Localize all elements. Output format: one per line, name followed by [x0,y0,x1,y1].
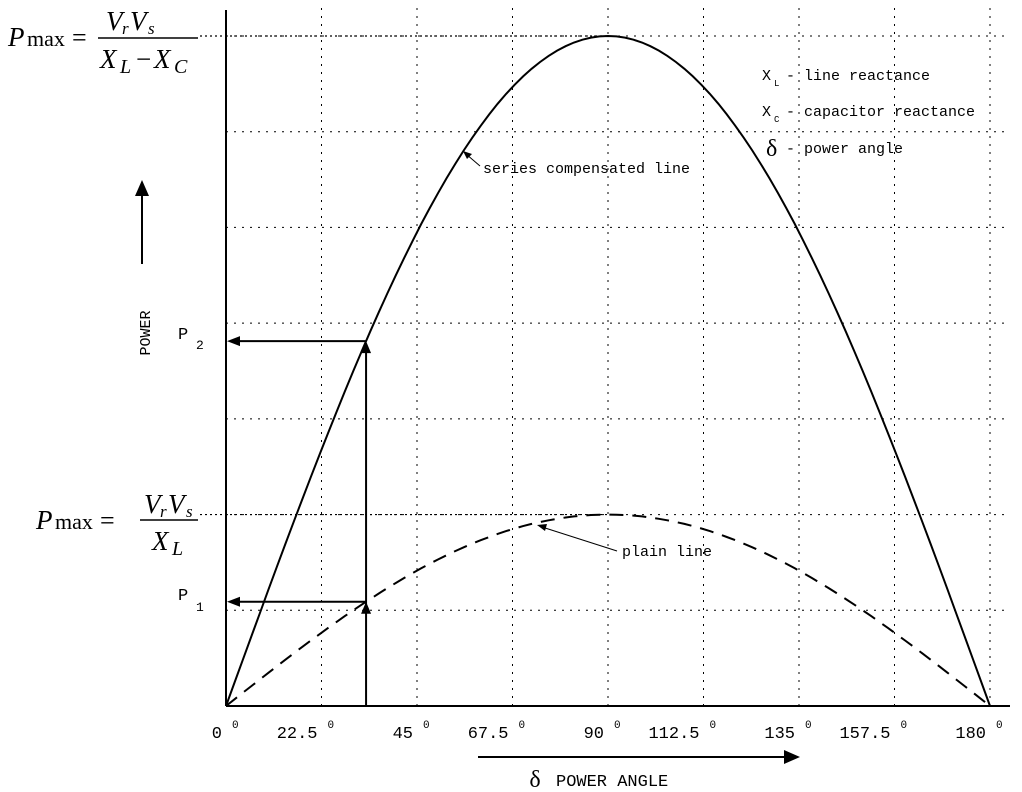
svg-text:r: r [160,502,167,521]
svg-text:s: s [148,19,155,38]
svg-text:- power angle: - power angle [786,141,903,158]
p1-label: P 1 [178,587,204,615]
x-tick-degree-2: 0 [423,720,430,732]
svg-text:V: V [106,6,126,36]
guide-lines [200,35,608,516]
svg-text:P: P [178,326,188,345]
svg-text:X: X [151,526,170,556]
legend-item-xc: X C - capacitor reactance [762,104,975,125]
x-tick-label-5: 112.5 [648,725,699,744]
legend: X L - line reactance X C - capacitor rea… [762,68,975,162]
svg-text:series compensated line: series compensated line [483,161,690,178]
series-curve-annotation: series compensated line [463,151,690,178]
svg-text:1: 1 [196,600,204,615]
x-axis-symbol: δ [529,767,540,792]
svg-text:X: X [99,44,118,74]
x-tick-degree-1: 0 [328,720,335,732]
x-tick-degree-0: 0 [232,720,239,732]
legend-item-delta: δ - power angle [766,136,903,162]
x-axis-label: POWER ANGLE [556,773,668,792]
x-tick-2: 45 0 [393,720,430,744]
svg-text:V: V [144,489,164,519]
p2-left-arrowhead [227,336,240,347]
y-axis-arrow [135,180,149,264]
svg-text:- line reactance: - line reactance [786,68,930,85]
x-tick-label-4: 90 [584,725,604,744]
x-tick-degree-4: 0 [614,720,621,732]
svg-text:C: C [174,56,188,78]
x-tick-label-8: 180 [955,725,986,744]
x-tick-label-0: 0 [212,725,222,744]
operating-point-marks [227,336,372,706]
curves [225,34,991,707]
p1-up-arrowhead [361,601,372,614]
x-tick-degree-3: 0 [519,720,526,732]
svg-text:L: L [171,538,183,560]
pmax-plain-formula: P max = V r V s X L [35,489,198,560]
axes [225,10,1010,707]
x-tick-5: 112.5 0 [648,720,716,744]
p2-label: P 2 [178,326,204,353]
x-axis-arrow [478,750,800,764]
svg-text:P: P [178,587,188,606]
svg-text:P: P [7,22,25,52]
svg-text:−: − [136,44,151,74]
x-tick-degree-5: 0 [710,720,717,732]
x-tick-label-6: 135 [764,725,795,744]
x-tick-1: 22.5 0 [277,720,334,744]
y-axis-label: POWER [138,310,155,355]
svg-text:plain line: plain line [622,544,712,561]
x-tick-7: 157.5 0 [839,720,907,744]
svg-text:=: = [100,506,115,535]
pmax-compensated-formula: P max = V r V s X L − X C [7,6,198,78]
svg-text:L: L [774,79,779,89]
svg-text:=: = [72,23,87,52]
x-tick-8: 180 0 [955,720,1002,744]
svg-text:δ: δ [766,136,777,162]
x-tick-label-7: 157.5 [839,725,890,744]
x-tick-label-3: 67.5 [468,725,509,744]
x-tick-degree-8: 0 [996,720,1003,732]
x-tick-label-1: 22.5 [277,725,318,744]
svg-text:r: r [122,19,129,38]
svg-text:X: X [762,68,771,85]
svg-text:max: max [27,26,65,51]
x-tick-labels: 0 0 22.5 0 45 0 67.5 0 90 0 112.5 0 135 0 157.5 0 180 0 [212,720,1003,744]
svg-text:s: s [186,502,193,521]
svg-text:V: V [130,6,150,36]
svg-text:V: V [168,489,188,519]
x-tick-label-2: 45 [393,725,413,744]
svg-text:2: 2 [196,338,204,353]
svg-text:max: max [55,509,93,534]
svg-text:P: P [35,505,53,535]
curve-series-compensated-line [225,34,991,707]
legend-item-xl: X L - line reactance [762,68,930,89]
svg-text:L: L [119,56,131,78]
x-tick-4: 90 0 [584,720,621,744]
svg-text:X: X [153,44,172,74]
x-tick-6: 135 0 [764,720,811,744]
p2-up-arrowhead [361,341,372,354]
plain-curve-annotation: plain line [537,524,712,561]
svg-text:C: C [774,115,780,125]
svg-text:X: X [762,104,771,121]
x-tick-degree-7: 0 [901,720,908,732]
p1-left-arrowhead [227,596,240,607]
svg-text:- capacitor reactance: - capacitor reactance [786,104,975,121]
x-tick-3: 67.5 0 [468,720,525,744]
x-tick-degree-6: 0 [805,720,812,732]
